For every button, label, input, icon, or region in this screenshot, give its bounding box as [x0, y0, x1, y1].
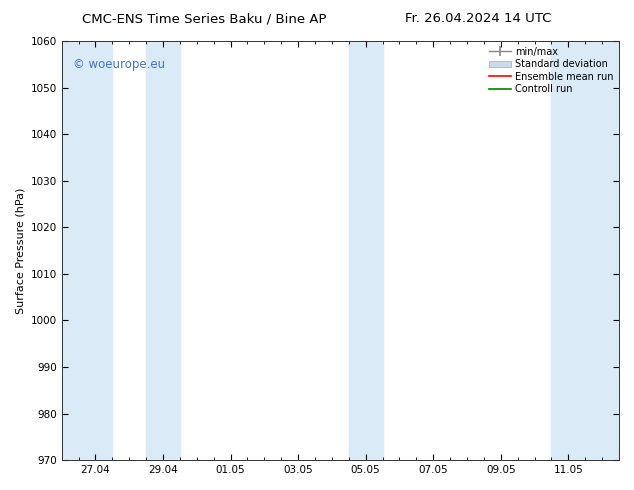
- Y-axis label: Surface Pressure (hPa): Surface Pressure (hPa): [15, 187, 25, 314]
- Bar: [61, 41, 112, 460]
- Bar: [349, 41, 382, 460]
- Text: © woeurope.eu: © woeurope.eu: [73, 58, 165, 71]
- Legend: min/max, Standard deviation, Ensemble mean run, Controll run: min/max, Standard deviation, Ensemble me…: [486, 43, 617, 98]
- Bar: [146, 41, 180, 460]
- Bar: [552, 41, 619, 460]
- Text: Fr. 26.04.2024 14 UTC: Fr. 26.04.2024 14 UTC: [405, 12, 552, 25]
- Text: CMC-ENS Time Series Baku / Bine AP: CMC-ENS Time Series Baku / Bine AP: [82, 12, 327, 25]
